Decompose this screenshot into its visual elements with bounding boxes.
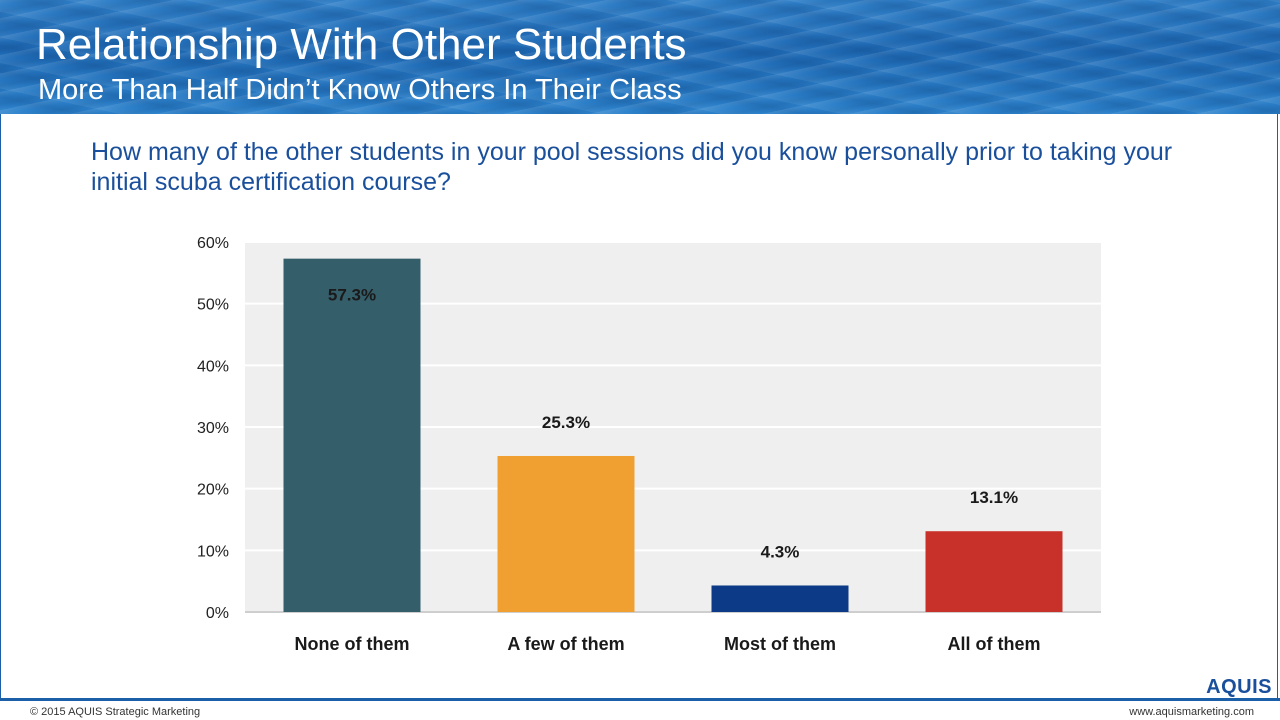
x-tick-label: All of them: [948, 634, 1041, 654]
y-tick-label: 60%: [197, 235, 229, 252]
y-tick-label: 10%: [197, 543, 229, 560]
bar-chart: 0% 10% 20% 30% 40% 50% 60% 57.3% None of them 25.…: [197, 235, 1101, 654]
y-tick-label: 50%: [197, 297, 229, 314]
x-tick-label: Most of them: [724, 634, 836, 654]
page-title: Relationship With Other Students: [36, 20, 687, 69]
data-label: 13.1%: [970, 488, 1018, 507]
page-subtitle: More Than Half Didn’t Know Others In The…: [38, 74, 682, 106]
y-tick-label: 30%: [197, 420, 229, 437]
x-tick-label: None of them: [295, 634, 410, 654]
footer-divider: [0, 698, 1280, 701]
data-label: 57.3%: [328, 286, 376, 305]
y-tick-label: 40%: [197, 358, 229, 375]
x-tick-label: A few of them: [507, 634, 624, 654]
footer-website: www.aquismarketing.com: [1129, 706, 1254, 718]
data-label: 4.3%: [761, 542, 800, 561]
survey-question: How many of the other students in your p…: [91, 138, 1173, 196]
y-tick-label: 20%: [197, 482, 229, 499]
bar: [497, 455, 635, 612]
data-label: 25.3%: [542, 413, 590, 432]
header-banner: Relationship With Other Students More Th…: [0, 0, 1280, 114]
bar: [925, 531, 1063, 612]
bar: [283, 258, 421, 612]
aquis-logo: AQUIS: [1206, 676, 1272, 698]
y-tick-label: 0%: [206, 605, 229, 622]
footer-copyright: © 2015 AQUIS Strategic Marketing: [30, 706, 201, 718]
bar: [711, 585, 849, 612]
